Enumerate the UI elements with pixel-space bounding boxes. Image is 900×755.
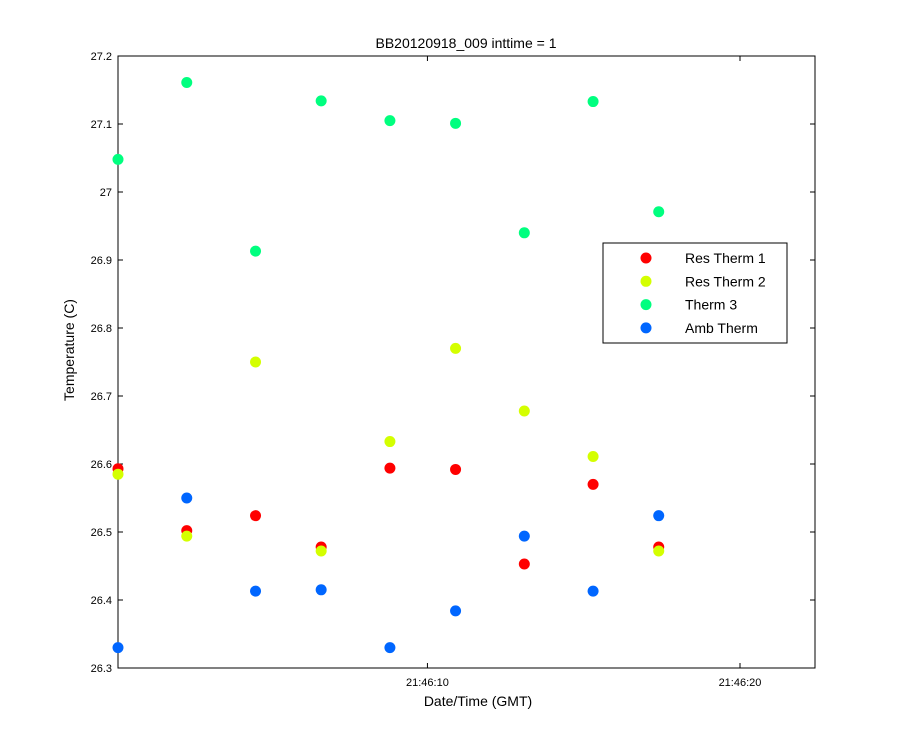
data-point	[250, 585, 262, 597]
data-point	[315, 545, 327, 557]
data-point	[587, 96, 599, 108]
data-point	[450, 463, 462, 475]
data-point	[315, 584, 327, 596]
data-point	[384, 462, 396, 474]
legend-label: Amb Therm	[685, 320, 758, 336]
y-tick-label: 26.3	[91, 663, 112, 675]
x-tick-label: 21:46:10	[406, 677, 449, 689]
data-point	[250, 356, 262, 368]
x-tick-label: 21:46:20	[719, 677, 762, 689]
y-tick-label: 26.8	[91, 323, 112, 335]
y-tick-label: 26.7	[91, 391, 112, 403]
data-point	[112, 153, 124, 165]
legend-label: Res Therm 2	[685, 273, 766, 289]
y-tick-label: 27.2	[91, 51, 112, 63]
y-tick-label: 26.4	[91, 595, 112, 607]
data-point	[450, 342, 462, 354]
data-point	[315, 95, 327, 107]
data-point	[384, 642, 396, 654]
data-point	[112, 468, 124, 480]
data-point	[518, 530, 530, 542]
data-point	[450, 605, 462, 617]
data-point	[587, 478, 599, 490]
y-tick-label: 27	[100, 187, 112, 199]
legend: Res Therm 1 Res Therm 2 Therm 3 Amb Therm	[602, 242, 788, 344]
data-point	[653, 545, 665, 557]
y-axis-label: Temperature (C)	[61, 299, 77, 401]
data-point	[250, 510, 262, 522]
legend-marker	[640, 299, 652, 311]
legend-label: Therm 3	[685, 297, 737, 313]
y-axis: 26.3 26.4 26.5 26.6 26.7 26.8 26.9 27 27.1 27.2	[91, 51, 815, 675]
data-point	[653, 510, 665, 522]
data-point	[587, 451, 599, 463]
data-point	[653, 206, 665, 218]
data-point	[384, 436, 396, 448]
legend-box	[602, 242, 788, 344]
data-point	[181, 77, 193, 89]
y-tick-label: 27.1	[91, 119, 112, 131]
data-point	[518, 405, 530, 417]
data-points	[112, 77, 665, 654]
data-point	[587, 585, 599, 597]
plot-area	[117, 55, 816, 669]
chart-title: BB20120918_009 inttime = 1	[376, 35, 557, 51]
data-point	[518, 558, 530, 570]
series-amb-therm	[112, 492, 665, 654]
x-axis-label: Date/Time (GMT)	[424, 693, 532, 709]
series-therm-3	[112, 77, 665, 257]
x-axis: 21:46:10 21:46:20	[406, 56, 761, 689]
series-res-therm-2	[112, 342, 665, 557]
y-tick-label: 26.6	[91, 459, 112, 471]
data-point	[112, 642, 124, 654]
legend-label: Res Therm 1	[685, 250, 766, 266]
data-point	[181, 530, 193, 542]
data-point	[450, 117, 462, 129]
legend-marker	[640, 252, 652, 264]
y-tick-label: 26.5	[91, 527, 112, 539]
data-point	[250, 245, 262, 257]
y-tick-label: 26.9	[91, 255, 112, 267]
data-point	[181, 492, 193, 504]
data-point	[384, 115, 396, 127]
legend-marker	[640, 275, 652, 287]
data-point	[518, 227, 530, 239]
legend-marker	[640, 322, 652, 334]
